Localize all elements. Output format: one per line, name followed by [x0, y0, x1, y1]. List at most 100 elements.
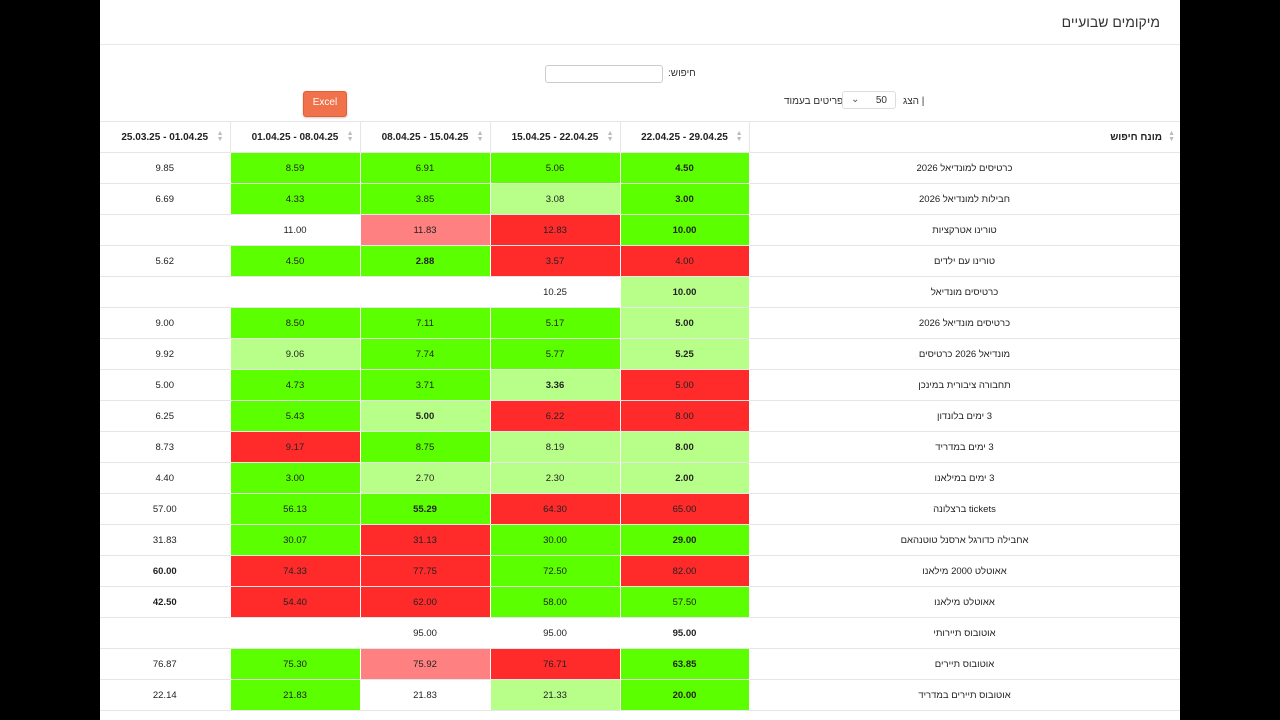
- query-cell: אוטובוס תיירים במדריד: [749, 679, 1180, 711]
- query-cell: 3 ימים במדריד: [749, 431, 1180, 463]
- rank-cell: [100, 617, 231, 649]
- column-header-week-4[interactable]: 01.04.25 - 08.04.25 ▲ ▼: [230, 121, 361, 153]
- column-header-query[interactable]: מונח חיפוש ▲ ▼: [749, 121, 1180, 153]
- query-cell: טורינו אטרקציות: [749, 214, 1180, 246]
- rank-cell: 6.25: [100, 400, 231, 432]
- rank-cell: 4.40: [100, 462, 231, 494]
- rank-cell: 55.29: [360, 493, 491, 525]
- rank-cell: 6.22: [490, 400, 621, 432]
- rank-cell: 4.73: [230, 369, 361, 401]
- rank-cell: 11.83: [360, 214, 491, 246]
- rank-cell: 74.33: [230, 555, 361, 587]
- rank-cell: 5.06: [490, 152, 621, 184]
- column-header-week-5[interactable]: 25.03.25 - 01.04.25 ▲ ▼: [100, 121, 231, 153]
- search-input[interactable]: [545, 65, 663, 83]
- rank-cell: 10.00: [620, 214, 750, 246]
- rank-cell: 8.00: [620, 431, 750, 463]
- table-row: 6.69 4.33 3.85 3.08 3.00 חבילות למונדיאל 2026: [100, 183, 1180, 215]
- table-row: 31.83 30.07 31.13 30.00 29.00 אחבילה כדורגל א…: [100, 524, 1180, 556]
- column-header-week-1[interactable]: 22.04.25 - 29.04.25 ▲ ▼: [620, 121, 750, 153]
- rank-cell: 8.19: [490, 431, 621, 463]
- rank-cell: 8.00: [620, 400, 750, 432]
- rank-cell: 62.00: [360, 586, 491, 618]
- column-header-week-3[interactable]: 08.04.25 - 15.04.25 ▲ ▼: [360, 121, 491, 153]
- rank-cell: 3.00: [230, 462, 361, 494]
- rank-cell: [100, 214, 231, 246]
- rank-cell: 31.83: [100, 524, 231, 556]
- rank-cell: 3.71: [360, 369, 491, 401]
- rank-cell: 57.50: [620, 586, 750, 618]
- column-header-week-2[interactable]: 15.04.25 - 22.04.25 ▲ ▼: [490, 121, 621, 153]
- sort-icon: ▲ ▼: [735, 130, 743, 143]
- rank-cell: 5.00: [620, 307, 750, 339]
- table-row: 42.50 54.40 62.00 58.00 57.50 אאוטלט מילאנו: [100, 586, 1180, 618]
- rank-cell: 63.85: [620, 648, 750, 680]
- column-header-label: מונח חיפוש: [1110, 131, 1162, 143]
- table-row: 95.00 95.00 95.00 אוטובוס תיירותי: [100, 617, 1180, 649]
- rank-cell: 2.00: [620, 462, 750, 494]
- rank-cell: 5.62: [100, 245, 231, 277]
- query-cell: אוטובוס תיירים: [749, 648, 1180, 680]
- rank-cell: 9.06: [230, 338, 361, 370]
- table-row: 9.85 8.59 6.91 5.06 4.50 כרטיסים למונדיאל 202…: [100, 152, 1180, 184]
- rank-cell: 8.59: [230, 152, 361, 184]
- rank-cell: 3.36: [490, 369, 621, 401]
- column-header-label: 15.04.25 - 22.04.25: [511, 131, 599, 143]
- column-header-label: 22.04.25 - 29.04.25: [641, 131, 728, 143]
- rank-cell: 22.14: [100, 679, 231, 711]
- rank-cell: 2.88: [360, 245, 491, 277]
- rank-cell: 2.70: [360, 462, 491, 494]
- rank-cell: 95.00: [360, 617, 491, 649]
- query-cell: מונדיאל 2026 כרטיסים: [749, 338, 1180, 370]
- search-area: חיפוש:: [545, 65, 696, 85]
- rank-cell: 4.50: [620, 152, 750, 184]
- rank-cell: 5.77: [490, 338, 621, 370]
- column-header-label: 01.04.25 - 08.04.25: [251, 131, 339, 143]
- query-cell: אאוטלט מילאנו: [749, 586, 1180, 618]
- table-row: 76.87 75.30 75.92 76.71 63.85 אוטובוס תיירים: [100, 648, 1180, 680]
- rank-cell: 30.00: [490, 524, 621, 556]
- rank-cell: 2.30: [490, 462, 621, 494]
- rank-cell: 12.83: [490, 214, 621, 246]
- rankings-panel: מיקומים שבועיים חיפוש: Excel פריטים בעמו…: [100, 0, 1180, 720]
- query-cell: אחבילה כדורגל ארסנל טוטנהאם: [749, 524, 1180, 556]
- query-cell: תחבורה ציבורית במינכן: [749, 369, 1180, 401]
- query-cell: כרטיסים מונדיאל 2026: [749, 307, 1180, 339]
- table-row: 4.40 3.00 2.70 2.30 2.00 3 ימים במילאנו: [100, 462, 1180, 494]
- rank-cell: 21.83: [360, 679, 491, 711]
- rank-cell: 20.00: [620, 679, 750, 711]
- rank-cell: 10.00: [620, 276, 750, 308]
- rank-cell: 95.00: [490, 617, 621, 649]
- rank-cell: 5.00: [100, 369, 231, 401]
- table-row: 9.92 9.06 7.74 5.77 5.25 מונדיאל 2026 כרטיסים: [100, 338, 1180, 370]
- rank-cell: 9.00: [100, 307, 231, 339]
- page-size-value: 50: [875, 95, 887, 106]
- rank-cell: 7.74: [360, 338, 491, 370]
- page-size-prefix: | הצג: [903, 96, 925, 107]
- rank-cell: 21.83: [230, 679, 361, 711]
- rank-cell: 10.25: [490, 276, 621, 308]
- rank-cell: 4.33: [230, 183, 361, 215]
- page-size-select[interactable]: ⌄ 50: [842, 91, 896, 109]
- sort-icon: ▲ ▼: [476, 130, 484, 143]
- sort-icon: ▲ ▼: [1168, 130, 1175, 143]
- rank-cell: [360, 276, 491, 308]
- excel-export-button[interactable]: Excel: [303, 91, 347, 117]
- rank-cell: 5.00: [620, 369, 750, 401]
- chevron-down-icon: ⌄: [851, 94, 860, 105]
- rank-cell: 11.00: [230, 214, 361, 246]
- query-cell: tickets ברצלונה: [749, 493, 1180, 525]
- title-divider: [100, 44, 1180, 45]
- rank-cell: 7.11: [360, 307, 491, 339]
- rank-cell: 75.30: [230, 648, 361, 680]
- rank-cell: 3.08: [490, 183, 621, 215]
- table-row: 9.00 8.50 7.11 5.17 5.00 כרטיסים מונדיאל 2026: [100, 307, 1180, 339]
- query-cell: חבילות למונדיאל 2026: [749, 183, 1180, 215]
- table-row: 11.00 11.83 12.83 10.00 טורינו אטרקציות: [100, 214, 1180, 246]
- table-header-row: 25.03.25 - 01.04.25 ▲ ▼ 01.04.25 - 08.04.2…: [100, 121, 1180, 153]
- query-cell: אאוטלט 2000 מילאנו: [749, 555, 1180, 587]
- query-cell: 3 ימים בלונדון: [749, 400, 1180, 432]
- table-row: 57.00 56.13 55.29 64.30 65.00 tickets ברצלונה: [100, 493, 1180, 525]
- rank-cell: 29.00: [620, 524, 750, 556]
- rank-cell: 31.13: [360, 524, 491, 556]
